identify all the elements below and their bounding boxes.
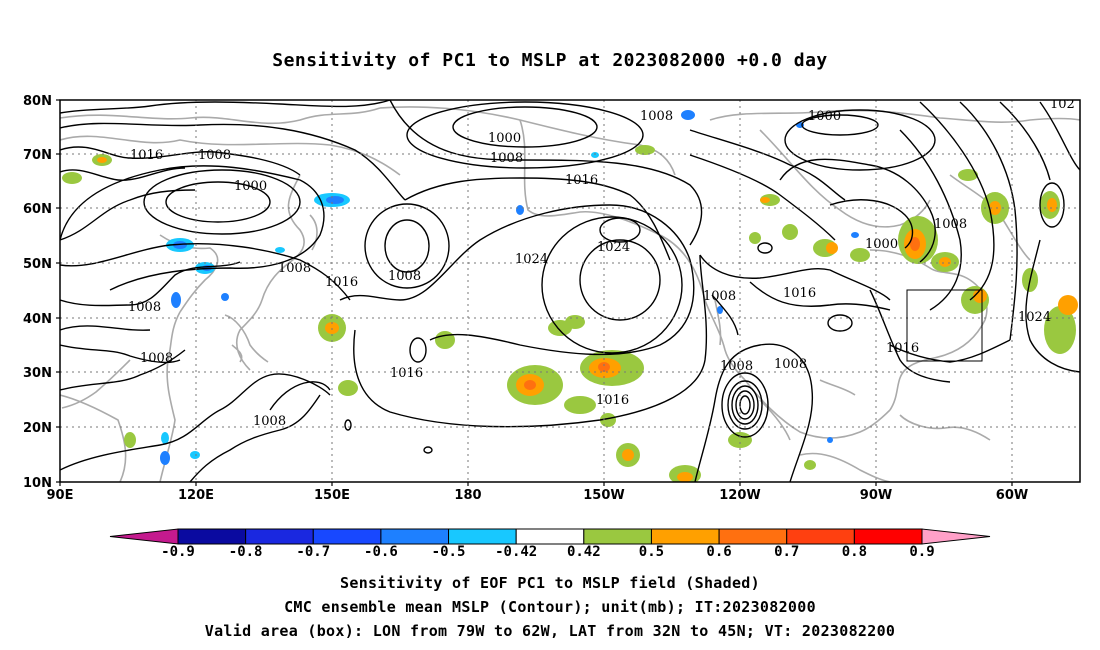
contour-label: 1000: [488, 131, 521, 146]
lat-label: 30N: [23, 366, 52, 381]
lat-label: 40N: [23, 312, 52, 327]
lon-label: 150E: [314, 488, 350, 503]
lon-label: 150W: [583, 488, 624, 503]
graticule: [60, 100, 1080, 482]
caption-line-1: Sensitivity of EOF PC1 to MSLP field (Sh…: [340, 574, 760, 592]
coastlines: [60, 106, 1080, 482]
lon-labels: 90E 120E 150E 180 150W 120W 90W 60W: [47, 488, 1029, 503]
contour-label: 1016: [390, 366, 423, 381]
lat-label: 20N: [23, 421, 52, 436]
colorbar-tick-label: 0.5: [638, 544, 665, 560]
contour-label: 1008: [140, 351, 173, 366]
contour-label: 1008: [640, 109, 673, 124]
caption-line-3: Valid area (box): LON from 79W to 62W, L…: [204, 622, 896, 640]
lon-label: 90E: [47, 488, 74, 503]
contour-label: 1000: [808, 109, 841, 124]
lat-label: 10N: [23, 476, 52, 491]
colorbar-tick-label: -0.6: [364, 544, 398, 560]
colorbar-arrow-low: [109, 528, 179, 545]
contour-label: 1008: [388, 269, 421, 284]
lat-label: 80N: [23, 94, 52, 109]
map-frame: [59, 99, 1081, 483]
colorbar-swatch: [583, 528, 652, 545]
mslp-contours: [60, 100, 1080, 482]
colorbar-tick-label: 0.9: [909, 544, 935, 560]
valid-area-box: [906, 289, 983, 362]
contour-label: 1008: [253, 414, 286, 429]
contour-label: 1016: [886, 341, 919, 356]
colorbar-swatch: [177, 528, 247, 545]
colorbar-tick-label: -0.42: [495, 544, 538, 560]
colorbar-tick-label: 0.7: [774, 544, 800, 560]
lon-label: 60W: [996, 488, 1028, 503]
contour-label: 1016: [130, 148, 163, 163]
colorbar-tick-label: 0.8: [841, 544, 868, 560]
contour-label: 1024: [597, 240, 630, 255]
contour-label: 1000: [865, 237, 898, 252]
colorbar-swatch: [312, 528, 382, 545]
contour-label: 1024: [1018, 310, 1051, 325]
colorbar-tick-label: -0.9: [161, 544, 195, 560]
contour-label: 1016: [565, 173, 598, 188]
colorbar-swatch: [245, 528, 314, 545]
colorbar-tick-label: -0.7: [296, 544, 331, 560]
lat-label: 60N: [23, 202, 52, 217]
contour-label: 1016: [783, 286, 816, 301]
colorbar-swatch: [380, 528, 450, 545]
caption-line-2: CMC ensemble mean MSLP (Contour); unit(m…: [284, 598, 816, 616]
contour-label: 1008: [774, 357, 807, 372]
lat-labels: 80N 70N 60N 50N 40N 30N 20N 10N: [23, 94, 52, 491]
axis-ticks: [56, 99, 1013, 486]
colorbar: [109, 528, 991, 545]
contour-label: 1016: [325, 275, 358, 290]
colorbar-swatch: [650, 528, 720, 545]
lon-label: 120E: [178, 488, 214, 503]
lon-label: 90W: [860, 488, 892, 503]
colorbar-tick-label: -0.8: [228, 544, 263, 560]
lon-label: 180: [454, 488, 481, 503]
contour-label: 1000: [234, 179, 267, 194]
contour-labels: 1008 1000 1008 1016 1008 1000 1016 1000 …: [128, 97, 1075, 429]
colorbar-tick-label: 0.6: [706, 544, 732, 560]
contour-label: 1008: [490, 151, 523, 166]
colorbar-swatch: [515, 528, 585, 545]
colorbar-swatch: [448, 528, 517, 545]
colorbar-swatch: [786, 528, 855, 545]
contour-label: 1024: [515, 252, 548, 267]
lat-label: 70N: [23, 148, 52, 163]
contour-label: 1008: [934, 217, 967, 232]
contour-label: 1008: [720, 359, 753, 374]
positive-sensitivity-patches: [62, 145, 1078, 482]
colorbar-swatch: [853, 528, 923, 545]
colorbar-swatch: [718, 528, 788, 545]
contour-label: 1016: [596, 393, 629, 408]
contour-label: 1008: [128, 300, 161, 315]
contour-label: 1008: [198, 148, 231, 163]
lat-label: 50N: [23, 257, 52, 272]
contour-label: 1008: [703, 289, 736, 304]
lon-label: 120W: [719, 488, 760, 503]
colorbar-arrow-high: [921, 528, 991, 545]
map-title: Sensitivity of PC1 to MSLP at 2023082000…: [272, 50, 828, 71]
contour-label: 1008: [278, 261, 311, 276]
colorbar-tick-label: 0.42: [566, 544, 601, 560]
contour-label: 102: [1050, 97, 1075, 112]
colorbar-tick-label: -0.5: [431, 544, 466, 560]
